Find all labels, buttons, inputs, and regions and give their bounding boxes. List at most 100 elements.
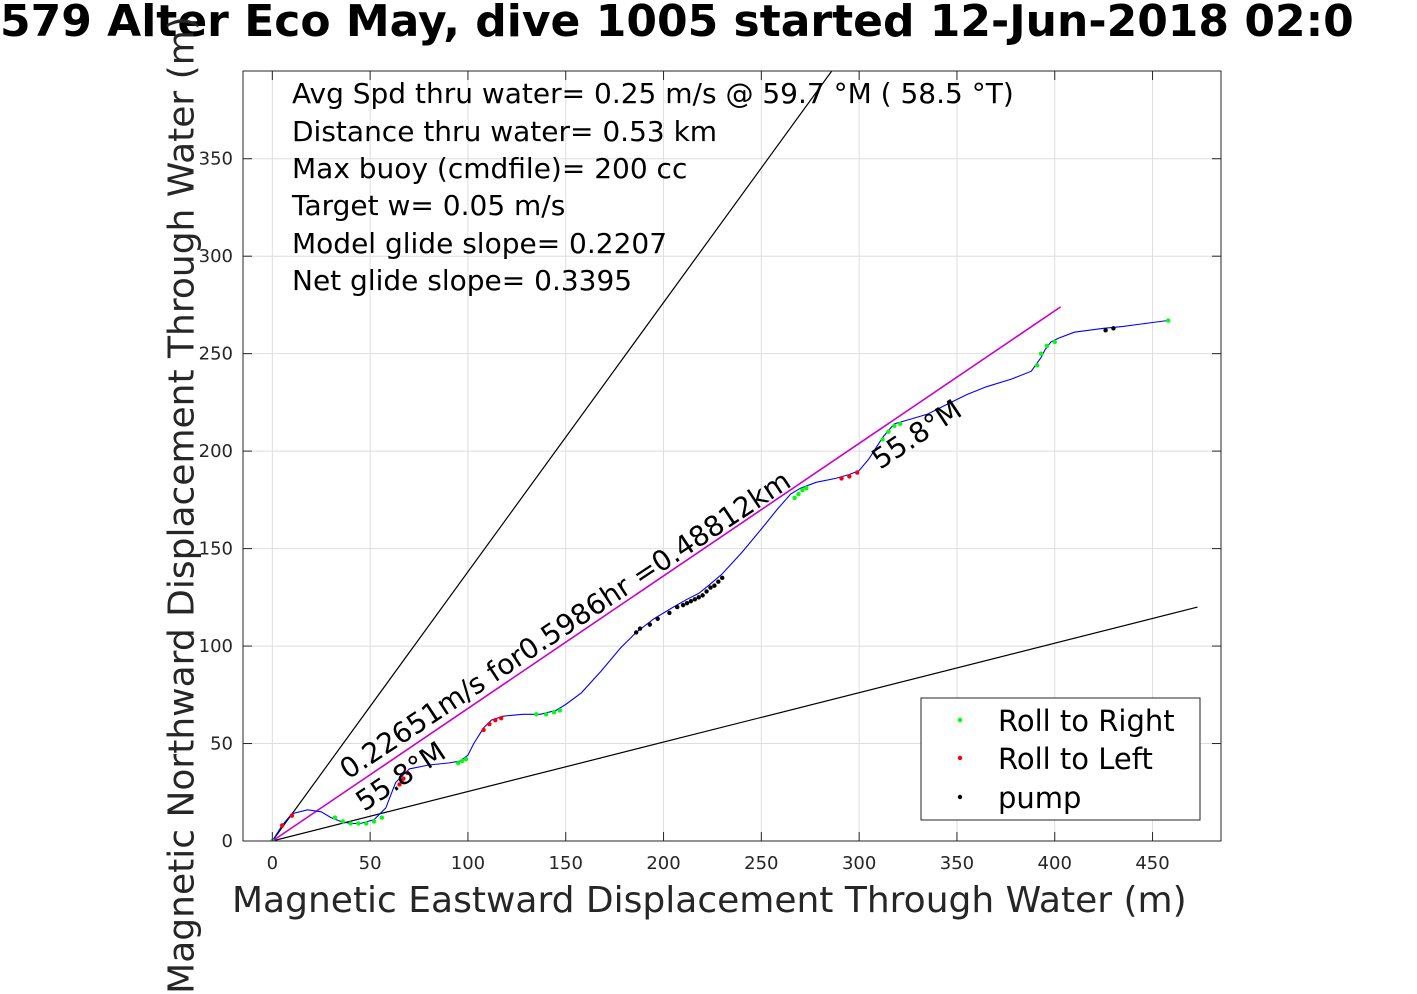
annotation-target-w: Target w= 0.05 m/s: [291, 189, 565, 222]
roll-to-right-point: [534, 712, 539, 717]
roll-to-left-point: [493, 717, 498, 723]
roll-to-right-point: [455, 760, 461, 766]
pump-point: [684, 600, 690, 606]
roll-to-left-point: [289, 813, 295, 818]
legend-marker-roll-right: [957, 717, 963, 723]
x-tick-label: 100: [451, 853, 485, 874]
pump-point: [655, 616, 660, 621]
legend-marker-pump: [957, 794, 963, 800]
marker-group: [270, 318, 1171, 841]
reference-lines: [271, 71, 1198, 841]
roll-to-left-point: [487, 721, 492, 727]
pump-point: [700, 593, 705, 598]
pump-point: [720, 575, 725, 581]
y-tick-label: 250: [199, 344, 233, 365]
x-tick-label: 0: [267, 853, 278, 874]
y-tick-label: 50: [210, 734, 233, 755]
y-tick-label: 200: [199, 441, 233, 462]
roll-to-right-point: [886, 429, 891, 434]
glide-limit-line: [271, 71, 833, 841]
x-axis-label: Magnetic Eastward Displacement Through W…: [232, 880, 1187, 921]
roll-to-left-point: [847, 474, 852, 479]
pump-point: [675, 604, 680, 610]
roll-to-right-point: [880, 437, 885, 442]
roll-to-left-point: [401, 776, 406, 781]
axes-box: [242, 70, 1222, 842]
x-tick-label: 150: [549, 853, 583, 874]
roll-to-right-point: [898, 421, 903, 427]
roll-to-right-point: [1165, 318, 1171, 323]
x-tick-label: 400: [1038, 853, 1072, 874]
y-tick-label: 100: [199, 636, 233, 657]
roll-to-right-point: [1052, 339, 1057, 345]
annotation-avg-speed: Avg Spd thru water= 0.25 m/s @ 59.7 °M (…: [292, 77, 1014, 110]
net-track-line: [271, 306, 1062, 841]
pump-point: [637, 626, 643, 631]
roll-to-right-point: [379, 815, 385, 820]
pump-point: [696, 595, 701, 600]
pump-point: [633, 630, 639, 635]
annotation-block: Avg Spd thru water= 0.25 m/s @ 59.7 °M (…: [291, 77, 1014, 297]
roll-to-right-point: [543, 712, 549, 717]
roll-to-right-point: [332, 815, 338, 820]
x-tick-label: 300: [842, 853, 876, 874]
annotation-max-buoy: Max buoy (cmdfile)= 200 cc: [292, 152, 687, 185]
roll-to-right-point: [792, 495, 797, 501]
roll-to-right-point: [371, 819, 377, 824]
annotation-distance: Distance thru water= 0.53 km: [292, 115, 717, 148]
roll-to-right-point: [1044, 343, 1050, 349]
roll-to-right-point: [364, 821, 369, 826]
roll-to-right-point: [348, 821, 353, 826]
pump-point: [647, 622, 653, 627]
pump-point: [667, 610, 672, 616]
glide-limit-line: [272, 606, 1198, 841]
y-tick-label: 0: [222, 831, 233, 852]
pump-point: [708, 585, 713, 590]
annotation-model-glide: Model glide slope= 0.2207: [292, 227, 667, 260]
roll-to-left-point: [481, 727, 486, 733]
roll-to-left-point: [397, 782, 402, 787]
y-tick-label: 300: [199, 246, 233, 267]
y-tick-label: 350: [199, 149, 233, 170]
pump-point: [716, 579, 721, 584]
roll-to-right-point: [796, 491, 801, 497]
y-axis-label: Magnetic Northward Displacement Through …: [161, 16, 203, 994]
chart-plot-area: 0 50 100 150 200 250 300 350 400 450 0 50 100 150 200 2…: [199, 70, 1222, 874]
legend-label-roll-left: Roll to Left: [998, 742, 1153, 776]
roll-to-right-point: [804, 485, 809, 491]
roll-to-left-point: [498, 715, 504, 721]
annotation-net-glide: Net glide slope= 0.3395: [292, 264, 632, 297]
roll-to-right-point: [356, 821, 361, 826]
legend-label-roll-right: Roll to Right: [998, 704, 1175, 738]
legend-marker-roll-left: [957, 755, 963, 761]
legend-label-pump: pump: [998, 781, 1081, 815]
roll-to-right-point: [1038, 351, 1044, 356]
pump-point: [680, 602, 686, 608]
roll-to-left-point: [839, 476, 844, 481]
pump-point: [688, 599, 694, 604]
x-tick-label: 50: [359, 853, 382, 874]
roll-to-left-point: [405, 770, 410, 775]
roll-to-right-point: [892, 423, 897, 428]
axis-ticks: 0 50 100 150 200 250 300 350 400 450 0 50 100 150 200 2…: [199, 71, 1221, 874]
displacement-track-line: [271, 319, 1169, 841]
pump-point: [692, 597, 698, 602]
legend: Roll to Right Roll to Left pump: [920, 697, 1201, 821]
x-tick-label: 450: [1135, 853, 1169, 874]
roll-to-right-point: [463, 756, 469, 762]
roll-to-right-point: [340, 819, 345, 824]
x-tick-label: 250: [744, 853, 778, 874]
y-tick-label: 150: [199, 539, 233, 560]
roll-to-right-point: [1034, 363, 1040, 368]
pump-point: [712, 583, 717, 588]
roll-to-right-point: [459, 758, 465, 764]
roll-to-right-point: [800, 487, 805, 493]
pump-point: [1111, 326, 1116, 331]
track-group: [271, 319, 1169, 841]
roll-to-right-point: [557, 708, 563, 713]
roll-to-left-point: [854, 470, 860, 475]
chart-title: 579 Alter Eco May, dive 1005 started 12-…: [0, 0, 1354, 47]
x-tick-label: 350: [940, 853, 974, 874]
legend-box: [920, 697, 1201, 821]
x-tick-label: 200: [646, 853, 680, 874]
